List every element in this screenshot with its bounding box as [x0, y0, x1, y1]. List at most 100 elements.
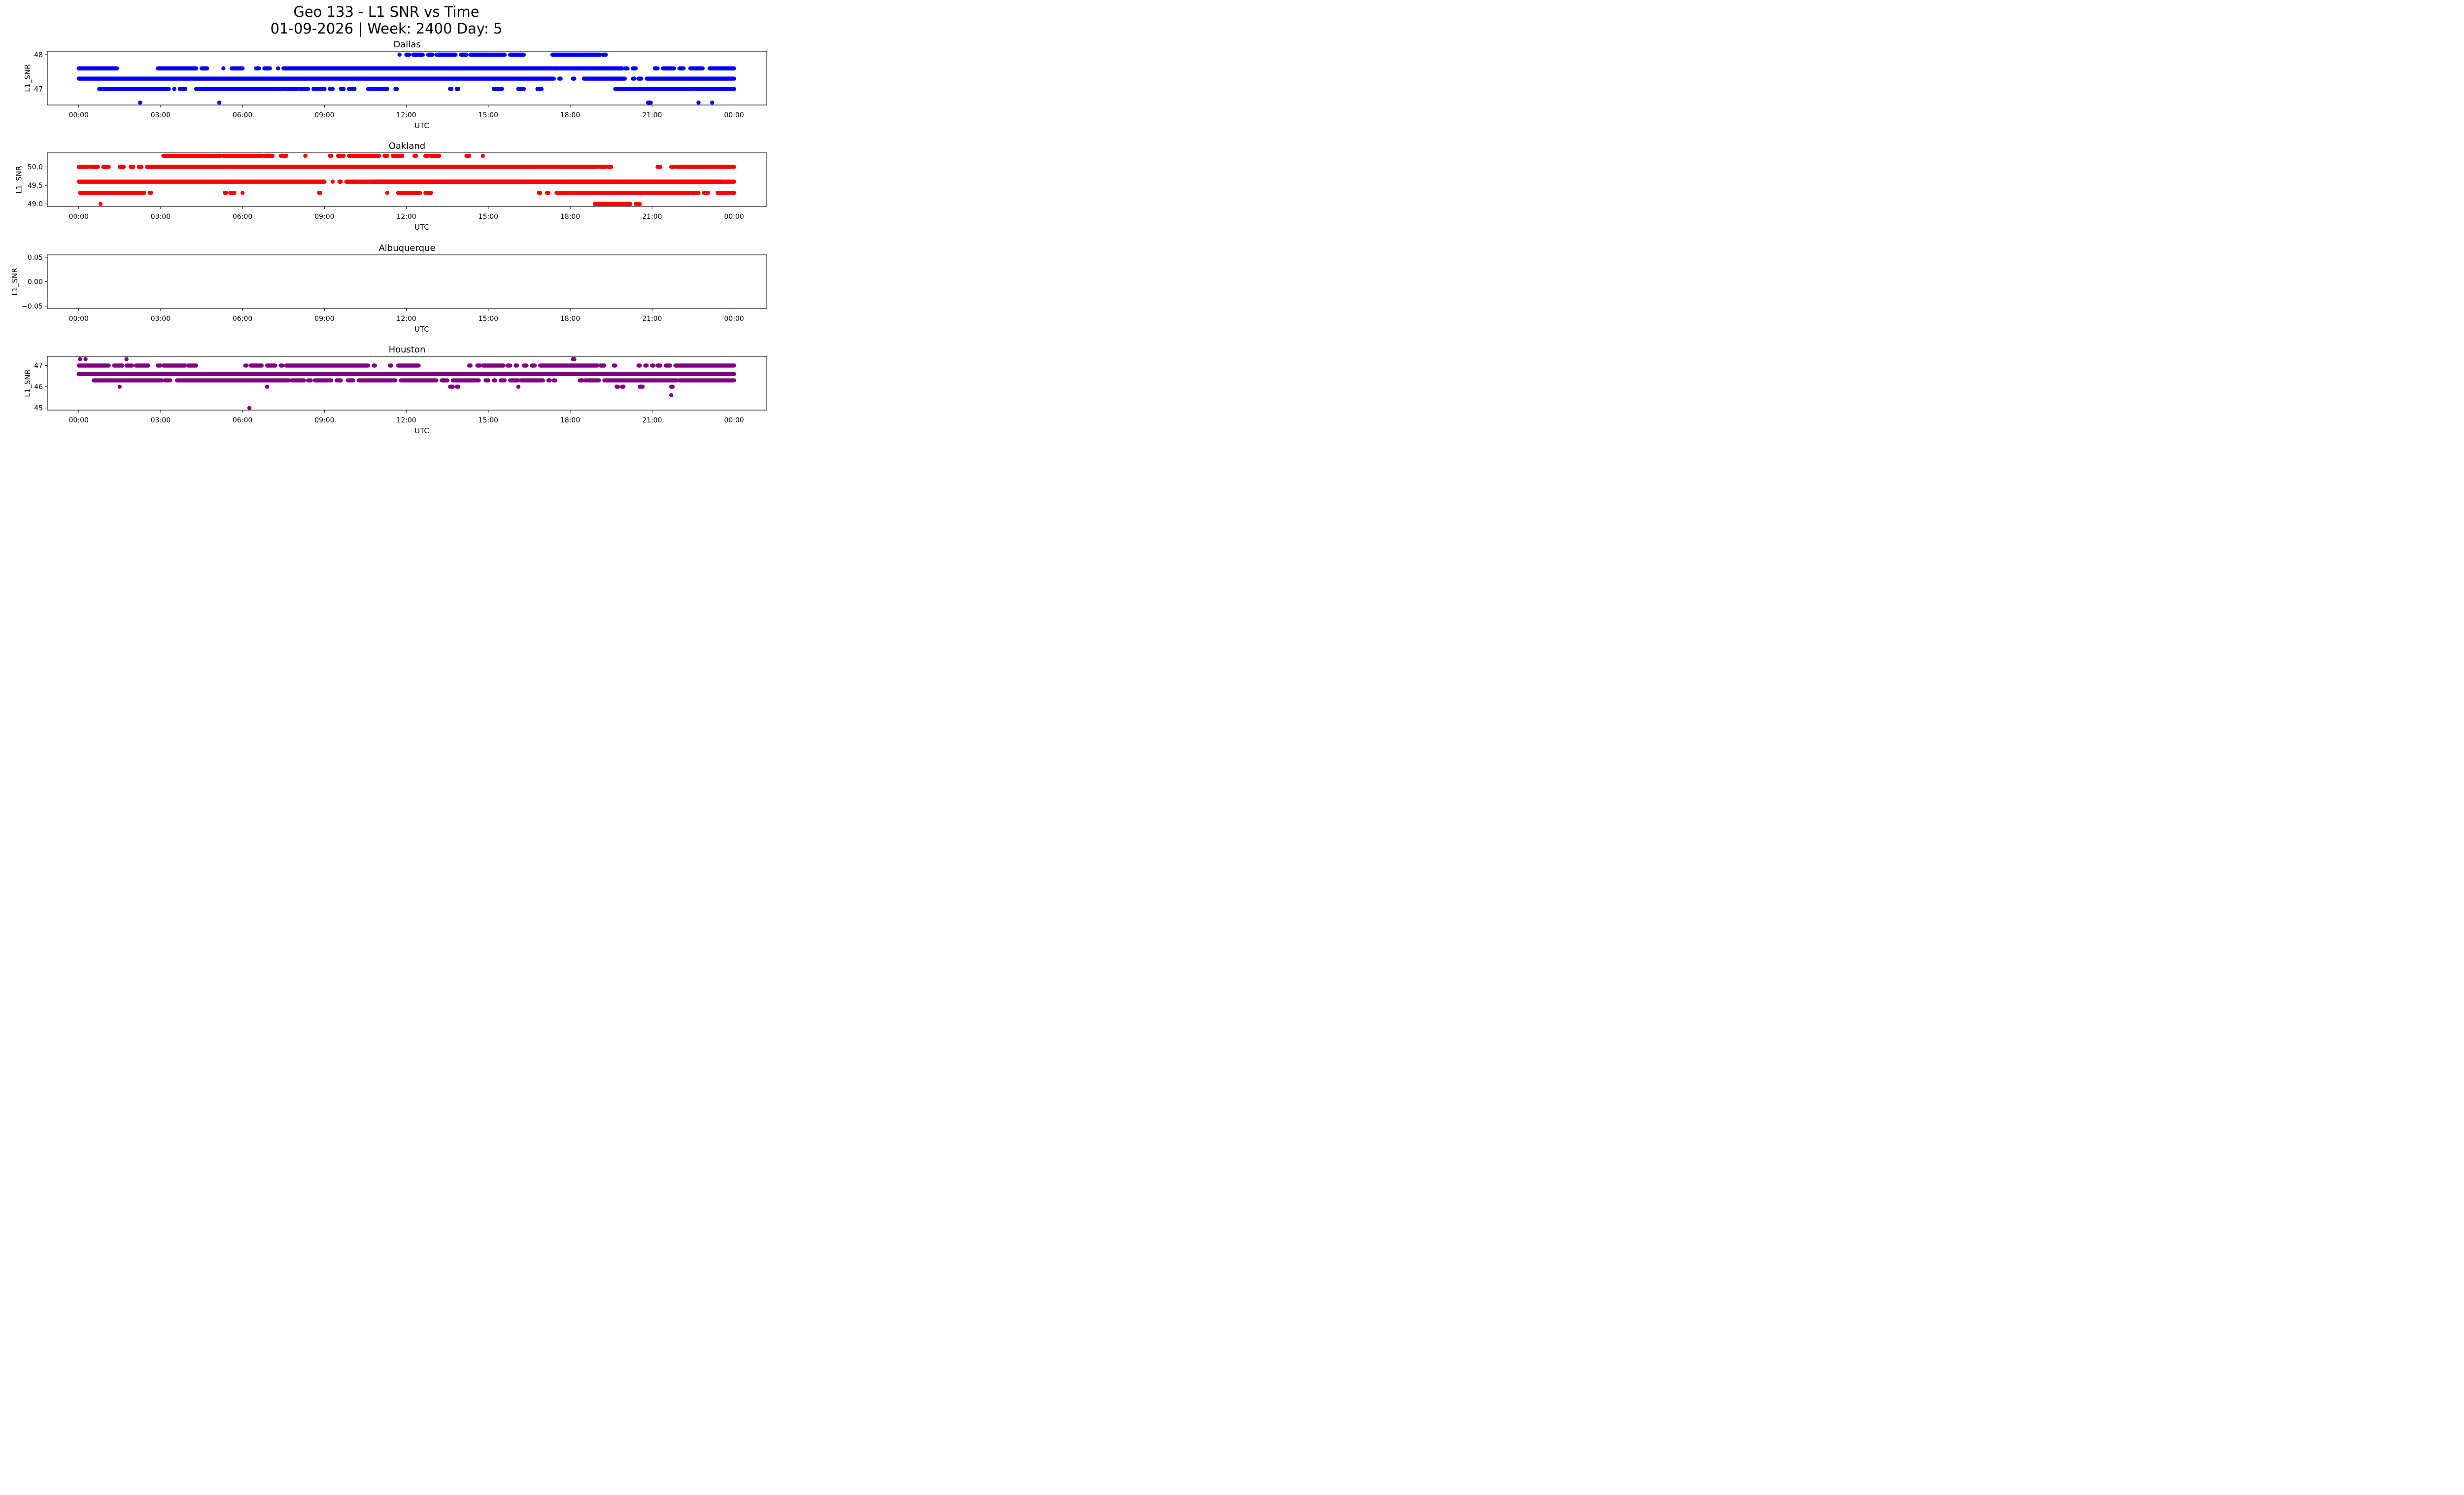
x-tick-label: 12:00	[396, 111, 416, 119]
panel-title-oakland: Oakland	[389, 141, 426, 151]
data-point-run	[521, 363, 529, 368]
data-point	[240, 190, 245, 195]
data-point-run	[134, 363, 151, 368]
y-tick-label: 47	[34, 362, 43, 370]
panel-albuquerque: Albuquerque 00:00 03:00 06:00 09:00 12:00 15:0…	[10, 243, 767, 334]
data-point-run	[612, 363, 617, 368]
data-point-run	[554, 190, 570, 195]
data-point-run	[620, 384, 626, 389]
y-axis-label: L1_SNR	[10, 268, 20, 296]
data-point	[98, 202, 103, 206]
data-point-run	[615, 384, 620, 389]
data-point-run	[411, 52, 425, 57]
figure: Geo 133 - L1 SNR vs Time 01-09-2026 | We…	[10, 3, 767, 435]
x-tick-label: 12:00	[396, 417, 416, 424]
data-point	[303, 153, 308, 158]
x-tick-label: 09:00	[314, 417, 334, 424]
data-point	[138, 100, 142, 105]
data-point-run	[557, 76, 563, 81]
data-point	[669, 393, 674, 398]
series-dallas	[76, 52, 736, 105]
data-point	[516, 384, 520, 389]
panel-title-albuquerque: Albuquerque	[378, 243, 435, 253]
data-point-run	[145, 165, 600, 169]
data-point-run	[366, 87, 376, 91]
data-point-run	[298, 87, 310, 91]
series-houston	[76, 357, 736, 410]
data-point	[217, 100, 222, 105]
data-point-run	[450, 378, 481, 382]
x-tick-label: 09:00	[314, 315, 334, 323]
data-point-run	[475, 363, 482, 368]
data-point-run	[264, 153, 271, 158]
data-point-run	[156, 363, 163, 368]
data-point-run	[412, 153, 418, 158]
y-axis-label: L1_SNR	[15, 166, 24, 194]
figure-title-line2: 01-09-2026 | Week: 2400 Day: 5	[271, 20, 503, 37]
data-point-run	[347, 153, 381, 158]
data-point-run	[702, 190, 711, 195]
data-point-run	[317, 190, 323, 195]
data-point-run	[592, 202, 633, 206]
data-point-run	[335, 378, 343, 382]
data-point-run	[423, 190, 433, 195]
x-tick-label: 00:00	[69, 111, 89, 119]
data-point-run	[655, 165, 663, 169]
data-point-run	[677, 378, 736, 382]
data-point-run	[454, 384, 461, 389]
data-point-run	[222, 190, 229, 195]
data-point-run	[508, 52, 526, 57]
y-tick-label: 49.5	[28, 182, 43, 190]
data-point-run	[76, 179, 327, 184]
data-point-run	[448, 384, 455, 389]
x-tick-label: 12:00	[396, 315, 416, 323]
data-point-run	[371, 363, 377, 368]
x-tick-label: 21:00	[642, 315, 662, 323]
x-axis-label: UTC	[414, 121, 429, 130]
x-tick-label: 21:00	[642, 111, 662, 119]
x-tick-label: 15:00	[479, 417, 498, 424]
data-point-run	[545, 190, 550, 195]
data-point	[247, 406, 252, 410]
data-point-run	[339, 87, 346, 91]
data-point-run	[491, 378, 497, 382]
data-point-run	[530, 363, 537, 368]
panel-dallas: Dallas 00:00 03:00 06:00 09:00 12:00 15:00 18:0…	[23, 39, 767, 130]
data-point-run	[284, 87, 300, 91]
data-point-run	[613, 87, 695, 91]
data-point	[117, 384, 122, 389]
data-point-run	[393, 87, 399, 91]
y-tick-label: 48	[34, 51, 43, 59]
data-point-run	[550, 52, 603, 57]
data-point-run	[582, 76, 627, 81]
data-point-run	[483, 378, 491, 382]
data-point-run	[598, 165, 608, 169]
data-point-run	[638, 384, 645, 389]
data-point-run	[284, 363, 371, 368]
data-point-run	[186, 363, 199, 368]
data-point-run	[382, 153, 390, 158]
series-oakland	[76, 153, 736, 206]
data-point	[78, 357, 82, 361]
data-point	[480, 153, 485, 158]
data-point-run	[306, 378, 313, 382]
y-axis-label: L1_SNR	[23, 64, 33, 92]
data-point-run	[76, 66, 119, 70]
data-point-run	[677, 66, 686, 70]
data-point-run	[643, 363, 649, 368]
x-tick-label: 15:00	[479, 315, 498, 323]
data-point-run	[468, 52, 491, 57]
x-tick-label: 21:00	[642, 417, 662, 424]
x-tick-label: 00:00	[724, 417, 744, 424]
data-point-run	[423, 153, 431, 158]
data-point-run	[498, 378, 507, 382]
data-point-run	[243, 363, 249, 368]
data-point-run	[163, 378, 172, 382]
x-tick-label: 00:00	[69, 417, 89, 424]
data-point-run	[633, 202, 642, 206]
data-point-run	[161, 153, 223, 158]
data-point-run	[538, 363, 600, 368]
y-tick-label: 46	[34, 383, 43, 391]
x-tick-label: 12:00	[396, 213, 416, 221]
data-point-run	[278, 153, 289, 158]
